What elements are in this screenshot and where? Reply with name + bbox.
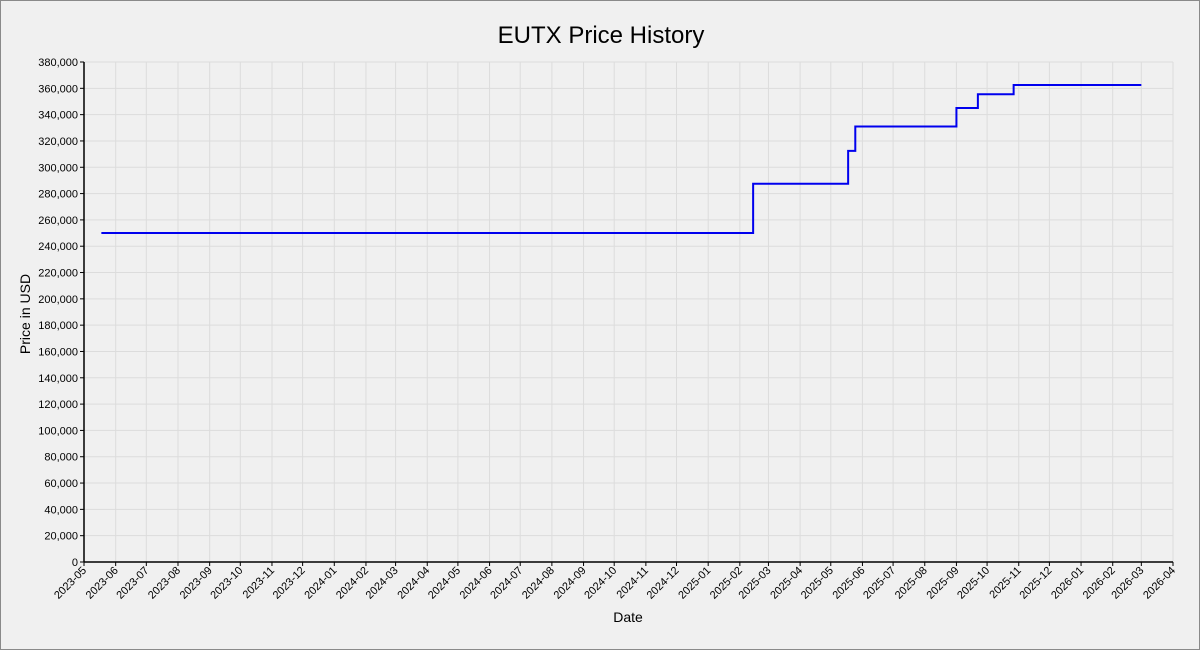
y-tick-label: 200,000 — [38, 294, 78, 306]
x-tick-label: 2025-11 — [987, 565, 1023, 601]
x-tick-label: 2023-06 — [84, 565, 121, 602]
x-tick-label: 2025-05 — [799, 565, 836, 602]
y-tick-label: 40,000 — [44, 504, 78, 516]
x-tick-label: 2025-08 — [893, 565, 930, 602]
y-tick-label: 300,000 — [38, 162, 78, 174]
axes — [83, 62, 1173, 563]
x-tick-label: 2025-03 — [737, 565, 774, 602]
x-tick-label: 2026-01 — [1049, 565, 1086, 602]
y-tick-label: 340,000 — [38, 110, 78, 122]
x-tick-label: 2023-12 — [271, 565, 308, 602]
y-tick-label: 0 — [72, 557, 78, 569]
y-axis-ticks: 0 20,000 40,000 60,000 80,000 100,000 120,000 1… — [38, 57, 84, 569]
y-tick-label: 140,000 — [38, 373, 78, 385]
x-tick-label: 2024-12 — [645, 565, 682, 602]
x-tick-label: 2024-05 — [426, 565, 463, 602]
y-tick-label: 80,000 — [44, 452, 78, 464]
y-tick-label: 120,000 — [38, 399, 78, 411]
series-layer — [101, 84, 1142, 235]
x-tick-label: 2023-05 — [52, 565, 89, 602]
x-tick-label: 2024-06 — [458, 565, 495, 602]
grid-lines — [83, 61, 1174, 562]
x-tick-label: 2025-10 — [955, 565, 992, 602]
y-tick-label: 380,000 — [38, 57, 78, 69]
x-tick-label: 2024-04 — [395, 565, 432, 602]
x-tick-label: 2024-11 — [615, 565, 651, 601]
x-tick-label: 2024-03 — [364, 565, 401, 602]
x-tick-label: 2026-03 — [1109, 565, 1146, 602]
x-tick-label: 2025-07 — [861, 565, 898, 602]
chart-title: EUTX Price History — [498, 22, 705, 49]
y-tick-label: 320,000 — [38, 136, 78, 148]
y-tick-label: 20,000 — [44, 531, 78, 543]
y-tick-label: 260,000 — [38, 215, 78, 227]
x-tick-label: 2024-01 — [302, 565, 339, 602]
x-tick-label: 2023-11 — [241, 565, 277, 601]
y-tick-label: 220,000 — [38, 268, 78, 280]
x-tick-label: 2023-09 — [178, 565, 215, 602]
y-tick-label: 60,000 — [44, 478, 78, 490]
x-tick-label: 2024-07 — [488, 565, 525, 602]
x-tick-label: 2025-06 — [831, 565, 868, 602]
x-tick-label: 2025-09 — [925, 565, 962, 602]
x-axis-label: Date — [613, 609, 643, 625]
y-tick-label: 280,000 — [38, 189, 78, 201]
y-tick-label: 180,000 — [38, 320, 78, 332]
x-tick-label: 2024-10 — [582, 565, 619, 602]
x-tick-label: 2025-12 — [1017, 565, 1054, 602]
price-line-series — [101, 84, 1142, 235]
x-tick-label: 2024-09 — [552, 565, 589, 602]
x-tick-label: 2025-04 — [768, 565, 805, 602]
x-tick-label: 2023-08 — [146, 565, 183, 602]
x-tick-label: 2026-04 — [1141, 565, 1178, 602]
x-axis-ticks: 2023-052023-062023-072023-082023-092023-… — [52, 562, 1178, 602]
x-tick-label: 2024-08 — [520, 565, 557, 602]
y-tick-label: 240,000 — [38, 241, 78, 253]
x-tick-label: 2023-10 — [208, 565, 245, 602]
y-tick-label: 160,000 — [38, 346, 78, 358]
y-axis-label: Price in USD — [17, 274, 33, 354]
x-tick-label: 2023-07 — [114, 565, 151, 602]
y-tick-label: 100,000 — [38, 425, 78, 437]
x-tick-label: 2025-01 — [676, 565, 713, 602]
y-tick-label: 360,000 — [38, 83, 78, 95]
